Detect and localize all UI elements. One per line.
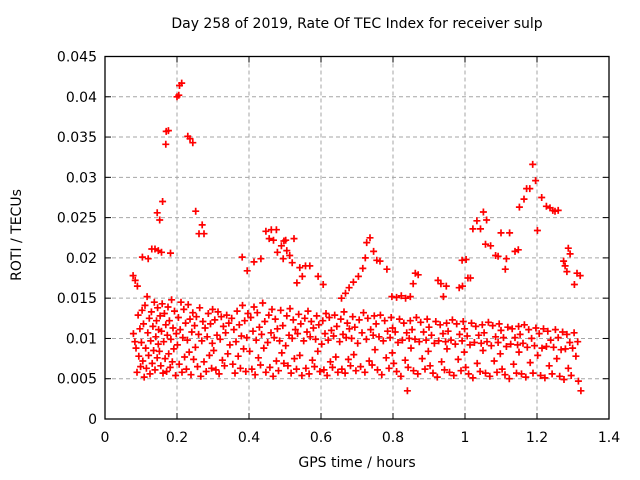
- scatter-data-points: [129, 79, 585, 395]
- x-tick-label: 0: [101, 430, 110, 446]
- y-tick-label: 0.01: [66, 331, 97, 347]
- y-axis-label: ROTI / TECUs: [9, 189, 25, 281]
- y-tick-label: 0.005: [57, 372, 97, 388]
- y-tick-label: 0.04: [66, 90, 97, 106]
- x-tick-label: 0.4: [238, 430, 260, 446]
- plot-border: [104, 55, 610, 420]
- x-tick-label: 0.2: [166, 430, 188, 446]
- y-tick-label: 0.035: [57, 130, 97, 146]
- y-tick-label: 0.02: [66, 251, 97, 267]
- y-tick-label: 0.045: [57, 50, 97, 66]
- y-tick-label: 0.015: [57, 291, 97, 307]
- x-tick-label: 1: [461, 430, 470, 446]
- gridlines: [105, 56, 609, 419]
- x-tick-label: 0.6: [310, 430, 332, 446]
- x-tick-label: 1.2: [526, 430, 548, 446]
- y-tick-label: 0: [88, 412, 97, 428]
- chart-title: Day 258 of 2019, Rate Of TEC Index for r…: [171, 16, 543, 32]
- tick-labels: 0 0.2 0.4 0.6 0.8 1 1.2 1.4 0 0.005 0.01 0.015 0.02 0…: [57, 50, 620, 447]
- y-tick-label: 0.03: [66, 170, 97, 186]
- x-tick-label: 0.8: [382, 430, 404, 446]
- x-axis-label: GPS time / hours: [298, 455, 416, 471]
- y-tick-label: 0.025: [57, 211, 97, 227]
- x-tick-label: 1.4: [598, 430, 620, 446]
